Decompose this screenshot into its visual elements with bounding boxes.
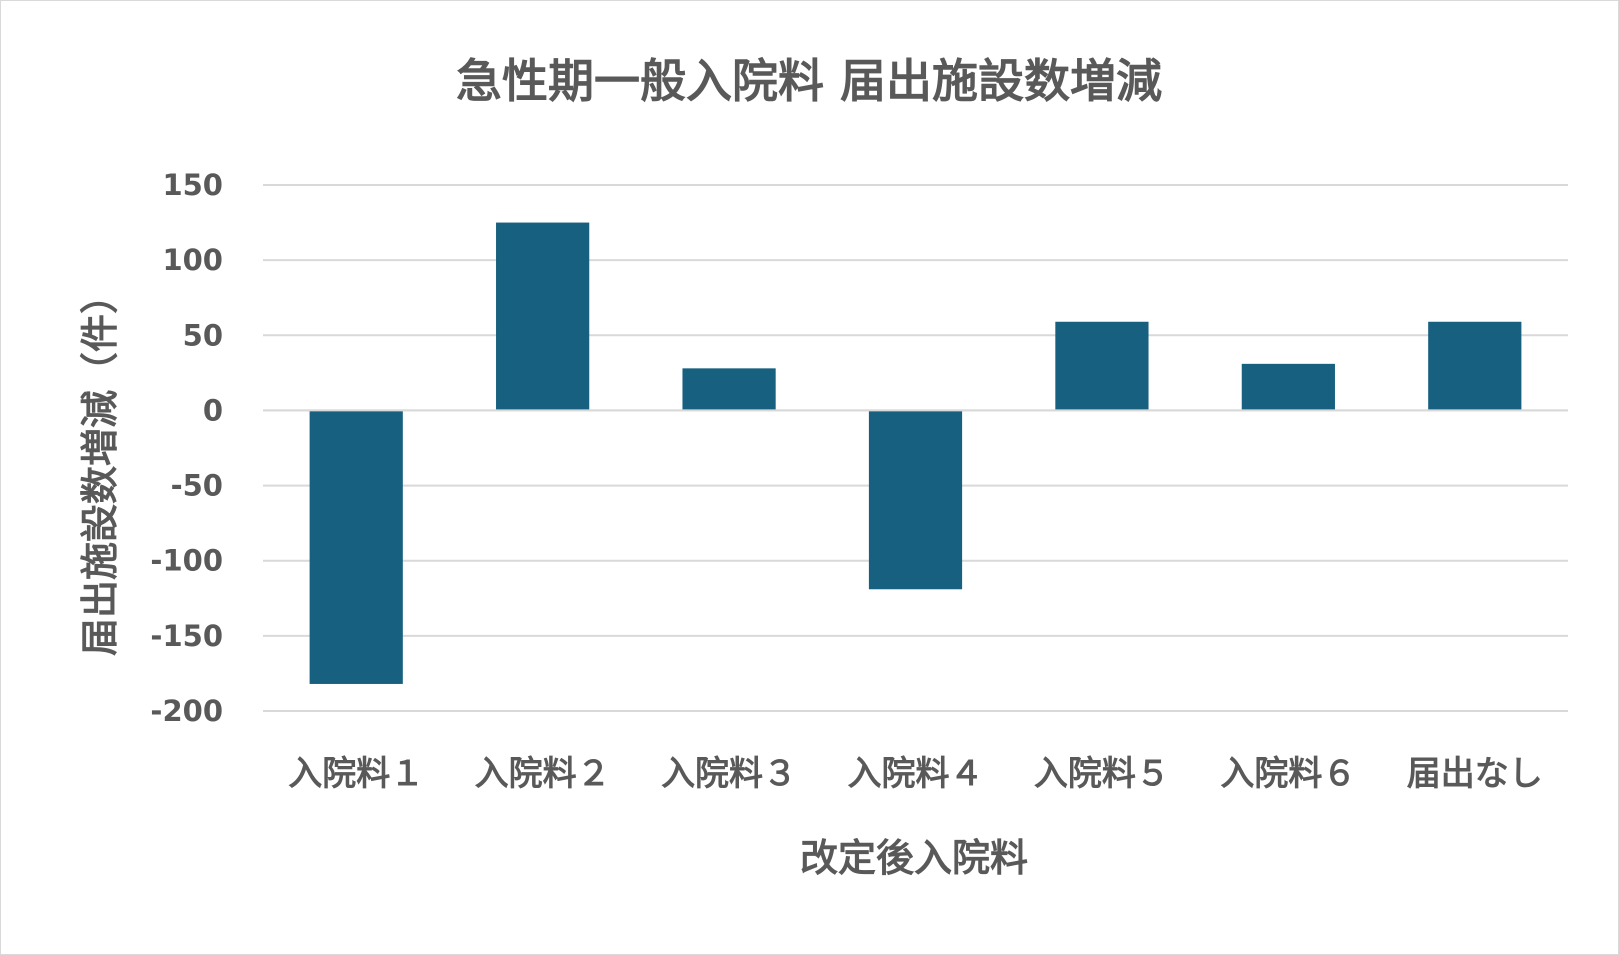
x-category-label: 入院料１: [288, 754, 424, 794]
y-tick-label: 150: [162, 168, 223, 202]
bar: [868, 410, 963, 590]
x-category-label: 入院料４: [848, 754, 984, 794]
y-tick-label: -200: [150, 694, 223, 728]
bar: [309, 410, 403, 684]
x-category-label: 入院料２: [475, 754, 611, 794]
bars: [263, 222, 1568, 684]
y-axis-ticks: 150 100 50 0 -50 -100 -150 -200: [150, 168, 223, 728]
x-category-label: 届出なし: [1407, 754, 1543, 794]
y-tick-label: 0: [203, 393, 223, 427]
bar: [496, 222, 590, 411]
bar: [1241, 363, 1335, 411]
y-axis-title: 届出施設数増減（件）: [78, 276, 122, 656]
y-tick-label: 50: [183, 318, 223, 352]
x-category-label: 入院料３: [661, 754, 797, 794]
chart-title: 急性期一般入院料 届出施設数増減: [456, 54, 1162, 108]
bar: [1055, 321, 1149, 411]
y-tick-label: -100: [150, 544, 223, 578]
bar: [1428, 321, 1522, 411]
bar: [682, 368, 776, 411]
y-tick-label: 100: [162, 243, 223, 277]
x-category-label: 入院料６: [1220, 754, 1356, 794]
x-axis-title: 改定後入院料: [800, 836, 1028, 880]
x-category-label: 入院料５: [1034, 754, 1170, 794]
x-axis-categories: 入院料１ 入院料２ 入院料３ 入院料４ 入院料５ 入院料６ 届出なし: [288, 754, 1543, 794]
y-tick-label: -50: [171, 469, 223, 503]
y-tick-label: -150: [150, 619, 223, 653]
